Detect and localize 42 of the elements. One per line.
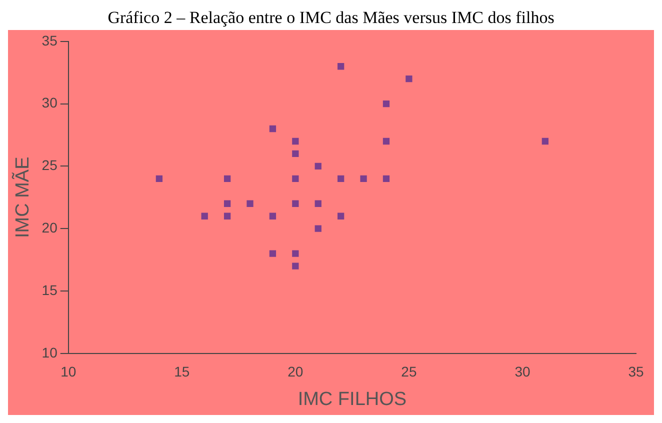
point xyxy=(314,162,322,170)
point xyxy=(292,250,299,257)
point xyxy=(382,175,390,182)
point xyxy=(292,262,299,270)
point xyxy=(292,175,299,182)
x-tick-label: 30 xyxy=(514,364,530,380)
point xyxy=(406,76,412,82)
point xyxy=(246,200,254,207)
y-tick-label: 25 xyxy=(42,157,58,174)
x-tick-label: 10 xyxy=(60,364,76,380)
point xyxy=(542,138,549,145)
point xyxy=(338,63,344,70)
point xyxy=(314,200,322,207)
point xyxy=(382,138,390,145)
point xyxy=(156,175,163,182)
x-axis-title: IMC FILHOS xyxy=(298,388,407,410)
x-tick-label: 20 xyxy=(288,364,304,380)
point xyxy=(314,225,322,232)
x-tick-label: 25 xyxy=(401,364,417,380)
point xyxy=(338,212,344,220)
y-axis-title: IMC MÃE xyxy=(12,156,34,238)
point xyxy=(269,125,276,132)
point xyxy=(292,150,299,158)
y-tick-label: 15 xyxy=(42,282,58,298)
point xyxy=(360,175,367,182)
point xyxy=(292,138,299,145)
y-tick-label: 35 xyxy=(42,32,58,48)
point xyxy=(224,212,231,220)
y-tick-label: 30 xyxy=(42,94,58,111)
x-tick-label: 35 xyxy=(628,364,644,380)
point xyxy=(338,175,344,182)
point xyxy=(224,175,231,182)
point xyxy=(269,212,276,220)
y-tick-label: 20 xyxy=(42,219,58,236)
point xyxy=(224,200,231,207)
x-tick-label: 15 xyxy=(174,364,190,380)
point xyxy=(382,100,390,108)
point xyxy=(269,250,276,257)
chart-title: Gráfico 2 – Relação entre o IMC das Mães versus IMC dos filhos xyxy=(106,8,556,29)
y-tick-label: 10 xyxy=(42,344,58,360)
point xyxy=(292,200,299,207)
point xyxy=(201,212,208,220)
